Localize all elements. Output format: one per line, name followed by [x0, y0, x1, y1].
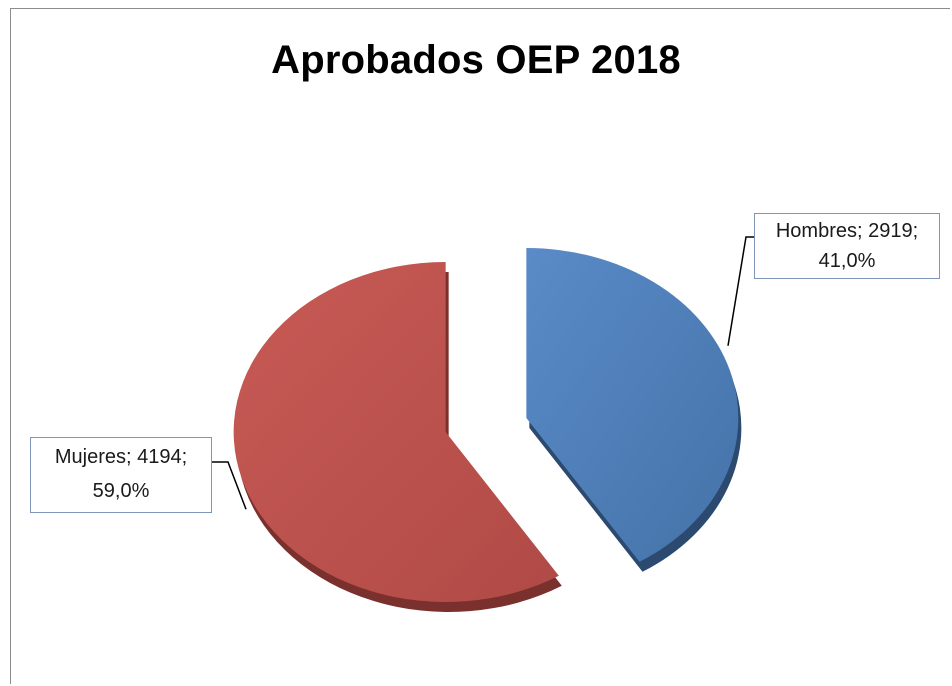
pie-slice-mujeres[interactable] [233, 262, 559, 603]
data-label-hombres-line1: Hombres; 2919; [775, 220, 919, 242]
data-label-mujeres: Mujeres; 4194; 59,0% [30, 437, 212, 513]
data-label-hombres-line2: 41,0% [818, 250, 876, 272]
leader-line-mujeres [212, 461, 247, 510]
data-label-mujeres-line1: Mujeres; 4194; [54, 446, 188, 468]
pie-slice-hombres[interactable] [526, 247, 739, 562]
chart-title: Aprobados OEP 2018 [271, 38, 681, 82]
data-label-mujeres-line2: 59,0% [92, 480, 150, 502]
leader-line-hombres [727, 236, 754, 346]
data-label-hombres: Hombres; 2919; 41,0% [754, 213, 940, 279]
